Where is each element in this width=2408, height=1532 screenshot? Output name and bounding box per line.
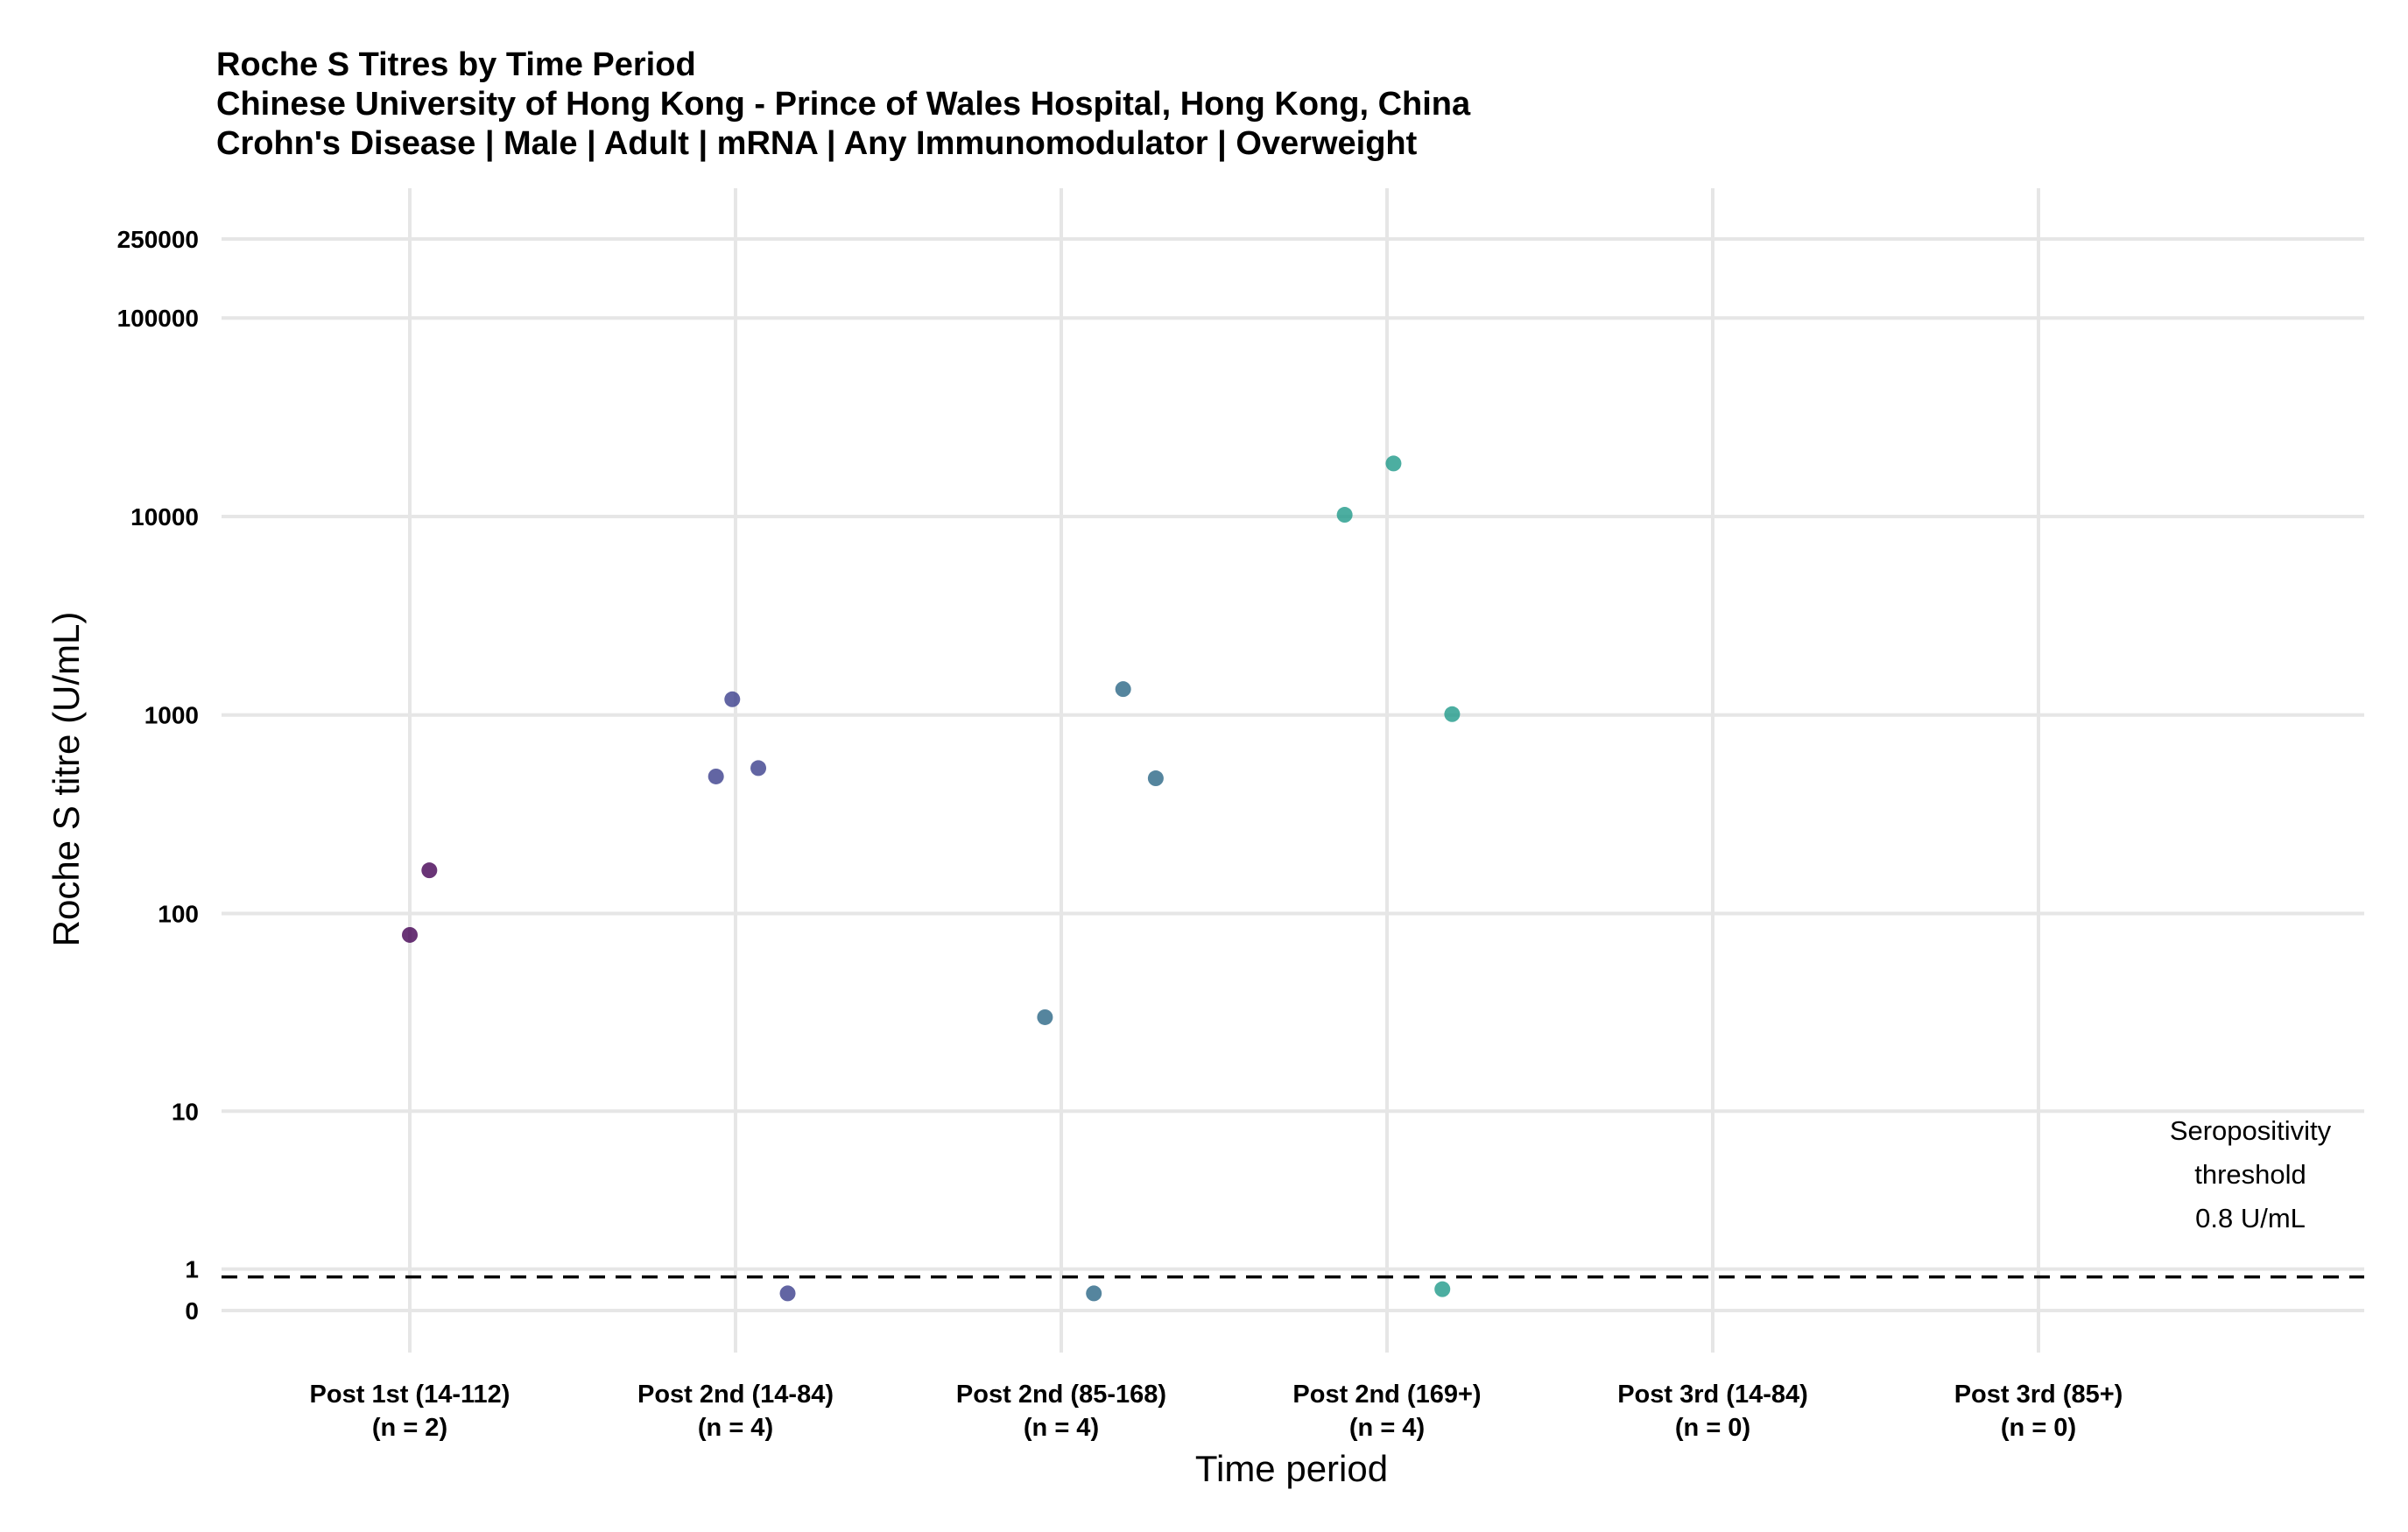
- x-tick-label: Post 2nd (85-168): [956, 1381, 1166, 1409]
- data-point: [1147, 770, 1164, 787]
- x-tick-count: (n = 0): [1675, 1414, 1750, 1442]
- x-tick-label: Post 1st (14-112): [310, 1381, 510, 1409]
- y-axis-title: Roche S titre (U/mL): [46, 612, 87, 947]
- data-point: [1336, 507, 1353, 524]
- chart-titles: Roche S Titres by Time Period Chinese Un…: [216, 46, 1470, 164]
- chart-title: Roche S Titres by Time Period: [216, 46, 696, 83]
- data-point: [779, 1285, 796, 1302]
- grid-lines: [222, 188, 2364, 1353]
- y-tick-label: 1000: [144, 702, 199, 729]
- y-tick-label: 250000: [117, 226, 199, 253]
- x-tick-count: (n = 4): [1024, 1414, 1099, 1442]
- y-tick-label: 100000: [117, 305, 199, 332]
- threshold-label-line: 0.8 U/mL: [2195, 1203, 2306, 1233]
- threshold-annotation: Seropositivity threshold 0.8 U/mL: [2170, 1115, 2332, 1233]
- x-axis-title: Time period: [1195, 1448, 1388, 1489]
- data-point: [421, 862, 438, 879]
- x-tick-label: Post 2nd (14-84): [637, 1381, 834, 1409]
- threshold-label-line: Seropositivity: [2170, 1115, 2332, 1146]
- data-point: [724, 691, 741, 707]
- threshold-label-line: threshold: [2194, 1159, 2306, 1190]
- x-tick-label: Post 3rd (14-84): [1617, 1381, 1808, 1409]
- y-tick-label: 100: [158, 900, 199, 927]
- x-tick-label: Post 3rd (85+): [1954, 1381, 2123, 1409]
- data-points: [402, 455, 1461, 1302]
- data-point: [402, 926, 418, 943]
- y-tick-label: 10: [172, 1098, 199, 1125]
- data-point: [750, 760, 767, 777]
- chart-subtitle-cohort: Crohn's Disease | Male | Adult | mRNA | …: [216, 125, 1418, 162]
- y-tick-label: 0: [185, 1297, 199, 1325]
- data-point: [1385, 455, 1402, 472]
- data-point: [1434, 1281, 1451, 1297]
- x-tick-count: (n = 0): [2001, 1414, 2076, 1442]
- x-tick-count: (n = 2): [372, 1414, 447, 1442]
- y-tick-label: 10000: [130, 503, 199, 531]
- data-point: [1086, 1285, 1102, 1302]
- data-point: [1115, 681, 1131, 698]
- y-axis-ticks: 0 1 10 100 1000 10000 100000 250000: [117, 226, 199, 1325]
- x-tick-label: Post 2nd (169+): [1292, 1381, 1481, 1409]
- data-point: [708, 768, 724, 784]
- y-tick-label: 1: [185, 1256, 199, 1283]
- data-point: [1037, 1008, 1053, 1025]
- data-point: [1444, 706, 1461, 722]
- chart-subtitle-site: Chinese University of Hong Kong - Prince…: [216, 86, 1471, 123]
- x-tick-count: (n = 4): [1349, 1414, 1425, 1442]
- x-tick-count: (n = 4): [698, 1414, 773, 1442]
- x-axis-ticks: Post 1st (14-112) (n = 2) Post 2nd (14-84)…: [310, 1381, 2123, 1442]
